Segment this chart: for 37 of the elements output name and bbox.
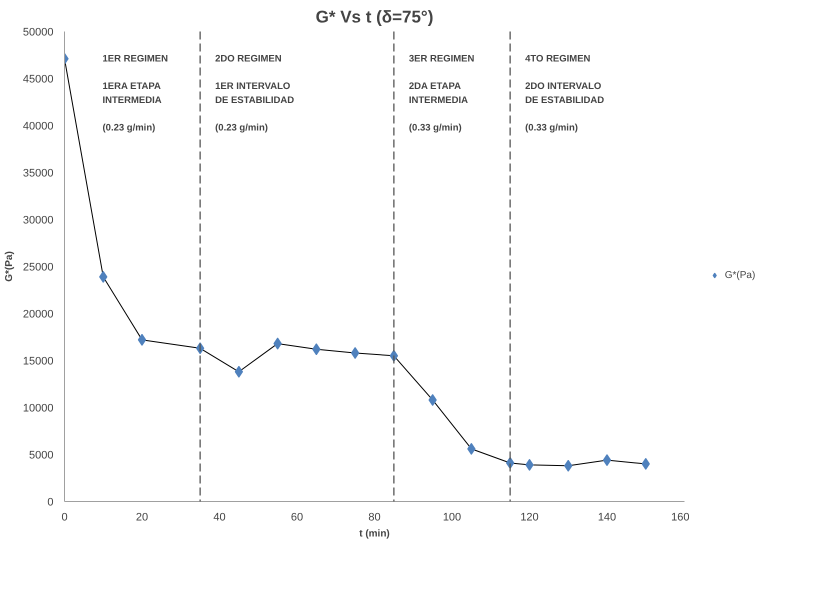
y-tick-label: 25000: [22, 262, 54, 274]
x-tick-label: 60: [290, 512, 304, 524]
x-tick-label: 40: [213, 512, 226, 524]
y-tick-label: 0: [47, 496, 54, 508]
y-tick-label: 10000: [22, 402, 54, 414]
y-tick-label: 40000: [22, 120, 54, 132]
x-tick-label: 160: [671, 512, 690, 524]
point: [312, 343, 321, 356]
x-tick-label: 80: [368, 512, 381, 524]
point: [525, 458, 534, 471]
y-tick-label: 5000: [29, 450, 54, 462]
point: [428, 394, 437, 406]
chart-title: G* Vs t (δ=75°): [316, 8, 434, 26]
x-axis-title: t (min): [359, 528, 390, 540]
text: 3ER REGIMEN 2DA ETAPA INTERMEDIA (0.33 g/min): [408, 54, 474, 134]
y-tick-label: 30000: [22, 214, 54, 226]
y-tick-label: 50000: [22, 26, 54, 38]
text: 2DO REGIMEN 1ER INTERVALO DE ESTABILIDAD (0.23 g/min): [215, 54, 294, 134]
point: [350, 346, 360, 359]
text: 4TO REGIMEN 2DO INTERVALO DE ESTABILIDAD (0.33 g/min): [525, 54, 604, 134]
x-tick-label: 20: [136, 512, 148, 524]
x-tick-label: 0: [61, 512, 68, 524]
x-tick-label: 100: [442, 512, 462, 524]
y-tick-label: 15000: [22, 356, 54, 368]
y-tick-label: 45000: [22, 74, 54, 86]
y-axis-title: G*(Pa): [4, 251, 15, 282]
point: [138, 334, 146, 346]
y-tick-label: 20000: [22, 308, 54, 320]
text: 1ER REGIMEN 1ERA ETAPA INTERMEDIA (0.23 g/min): [102, 54, 168, 134]
point: [467, 442, 476, 455]
x-tick-label: 140: [598, 512, 616, 524]
x-tick-label: 120: [520, 512, 539, 524]
point: [273, 338, 282, 350]
legend-label: G*(Pa): [724, 270, 756, 280]
point: [234, 366, 244, 378]
point: [602, 454, 612, 466]
y-tick-label: 35000: [22, 168, 54, 180]
